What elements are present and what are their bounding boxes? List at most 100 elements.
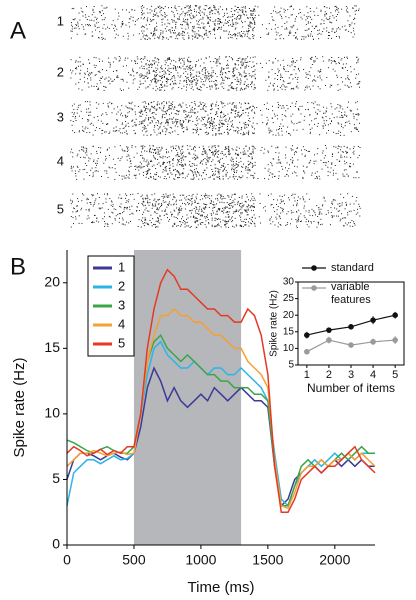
raster-dot xyxy=(217,208,219,210)
raster-dot xyxy=(350,66,352,68)
raster-dot xyxy=(71,30,73,32)
raster-dot xyxy=(82,149,84,151)
raster-dot xyxy=(337,215,339,217)
raster-dot xyxy=(178,18,180,20)
raster-dot xyxy=(285,70,287,72)
raster-dot xyxy=(355,200,357,202)
raster-dot xyxy=(168,196,170,198)
raster-dot xyxy=(149,122,151,124)
raster-dot xyxy=(153,156,155,158)
raster-dot xyxy=(249,222,251,224)
raster-dot xyxy=(76,33,78,35)
raster-dot xyxy=(116,77,118,79)
raster-dot xyxy=(94,25,96,27)
raster-dot xyxy=(102,218,104,220)
raster-dot xyxy=(345,78,347,80)
raster-dot xyxy=(179,76,181,78)
raster-dot xyxy=(213,7,215,9)
raster-dot xyxy=(75,66,77,68)
raster-dot xyxy=(288,82,290,84)
raster-dot xyxy=(177,155,179,157)
raster-dot xyxy=(246,35,248,37)
raster-dot xyxy=(165,166,167,167)
raster-dot xyxy=(292,204,294,206)
raster-dot xyxy=(194,217,196,219)
raster-dot xyxy=(192,172,194,174)
raster-dot xyxy=(214,147,216,149)
raster-dot xyxy=(199,162,201,164)
raster-dot xyxy=(241,64,243,66)
raster-dot xyxy=(234,78,236,80)
raster-dot xyxy=(77,23,79,25)
raster-dot xyxy=(252,150,254,152)
raster-dot xyxy=(155,122,157,124)
raster-dot xyxy=(346,70,348,71)
raster-dot xyxy=(234,105,236,107)
raster-dot xyxy=(242,11,244,13)
raster-dot xyxy=(253,84,255,86)
raster-dot xyxy=(302,128,304,130)
raster-dot xyxy=(84,33,86,35)
raster-dot xyxy=(73,208,75,210)
raster-dot xyxy=(137,88,139,90)
raster-dot xyxy=(146,159,148,161)
raster-dot xyxy=(173,108,175,110)
raster-dot xyxy=(359,122,360,124)
raster-dot xyxy=(142,198,144,200)
raster-dot xyxy=(153,164,155,166)
raster-dot xyxy=(219,63,221,65)
raster-dot xyxy=(192,120,194,122)
raster-dot xyxy=(145,64,147,66)
raster-dot xyxy=(150,176,152,178)
raster-dot xyxy=(279,38,281,40)
raster-dot xyxy=(125,174,127,176)
raster-dot xyxy=(278,104,279,106)
raster-dot xyxy=(77,200,79,202)
raster-dot xyxy=(263,152,265,154)
raster-dot xyxy=(147,197,149,199)
raster-dot xyxy=(211,86,213,88)
raster-dot xyxy=(326,120,328,122)
raster-dot xyxy=(163,114,165,115)
raster-dot xyxy=(168,204,169,206)
raster-dot xyxy=(228,16,230,18)
raster-dot xyxy=(336,215,338,217)
raster-dot xyxy=(131,109,133,111)
raster-dot xyxy=(230,128,232,130)
raster-dot xyxy=(227,133,229,135)
raster-dot xyxy=(247,31,249,33)
raster-dot xyxy=(248,221,249,223)
raster-dot xyxy=(346,106,348,108)
raster-dot xyxy=(190,165,191,167)
raster-dot xyxy=(188,114,190,116)
raster-dot xyxy=(132,16,134,18)
raster-dot xyxy=(115,126,117,128)
raster-dot xyxy=(241,197,243,199)
raster-dot xyxy=(239,102,240,104)
raster-dot xyxy=(154,34,156,36)
raster-dot xyxy=(351,195,353,197)
raster-dot xyxy=(161,24,163,26)
raster-dot xyxy=(329,35,330,36)
raster-dot xyxy=(241,177,243,179)
raster-dot xyxy=(292,61,294,62)
raster-dot xyxy=(233,176,235,178)
raster-dot xyxy=(258,216,260,218)
raster-dot xyxy=(185,222,187,224)
raster-dot xyxy=(358,177,360,179)
y-tick-label: 10 xyxy=(44,405,60,421)
raster-dot xyxy=(326,18,328,20)
raster-dot xyxy=(294,165,296,167)
raster-dot xyxy=(184,15,186,17)
raster-dot xyxy=(225,212,227,214)
raster-dot xyxy=(250,162,252,164)
raster-dot xyxy=(138,202,140,204)
raster-dot xyxy=(191,80,193,82)
raster-dot xyxy=(157,149,159,150)
raster-dot xyxy=(109,66,111,68)
raster-dot xyxy=(353,30,355,32)
raster-dot xyxy=(212,171,214,172)
raster-dot xyxy=(318,221,320,223)
raster-dot xyxy=(296,151,298,153)
raster-dot xyxy=(177,152,179,154)
